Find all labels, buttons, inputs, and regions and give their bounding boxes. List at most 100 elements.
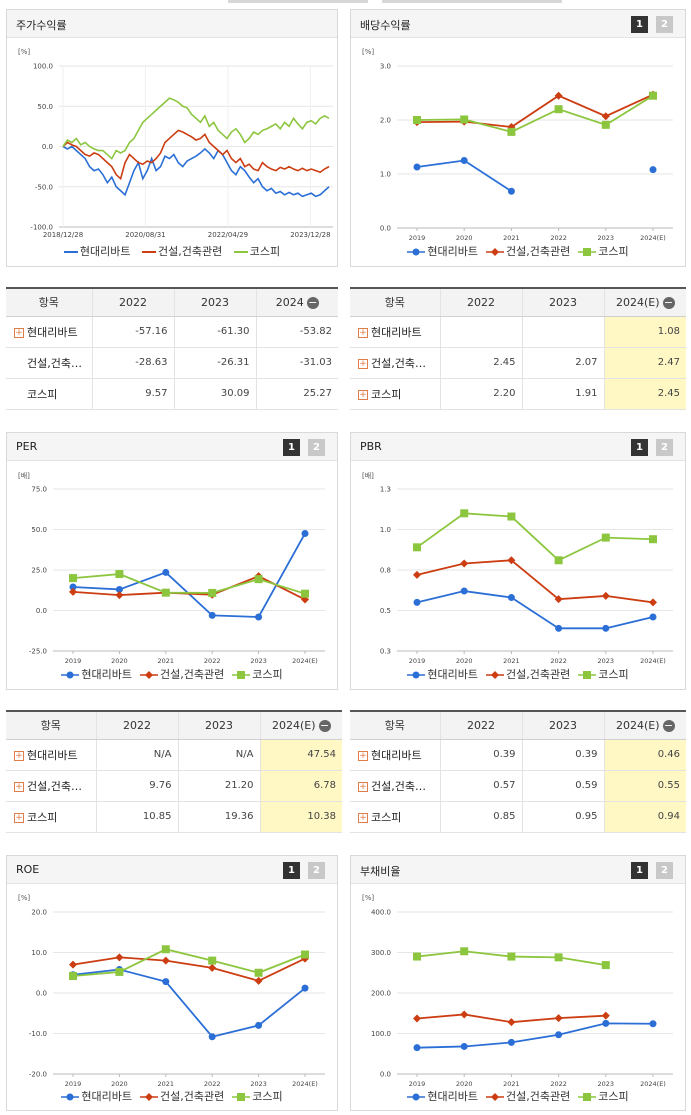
- row-label: + 코스피: [350, 378, 440, 410]
- table-header-cell: 2023: [521, 711, 604, 740]
- y-tick-label: 75.0: [31, 486, 47, 494]
- data-point: [161, 588, 170, 597]
- data-point: [115, 591, 124, 600]
- data-point: [649, 166, 657, 174]
- per-panel: PER 1 2 [배] 75.0 50.0 25.0 0.0 -25.0 2019 2020…: [6, 432, 338, 690]
- data-point: [507, 512, 516, 521]
- view-2-button[interactable]: 2: [656, 862, 673, 879]
- data-point: [554, 556, 563, 565]
- pbr-chart: 1.3 1.0 0.8 0.5 0.3 2019 2020 2021 2022 2023 2024(…: [380, 486, 673, 665]
- collapse-icon[interactable]: −: [662, 295, 675, 309]
- table-cell: 0.46: [603, 739, 686, 771]
- series-line-2: [62, 129, 330, 181]
- expand-icon[interactable]: +: [358, 750, 368, 761]
- table-row: + 코스피 10.85 19.36 10.38: [6, 801, 342, 833]
- dividend-yield-chart: 3.0 2.0 1.0 0.0 2019 2020 2021 2022 2023 2024(E): [380, 63, 673, 242]
- x-tick-label: 2020: [456, 1080, 473, 1088]
- data-point: [301, 984, 309, 992]
- table-cell: 2.45: [439, 347, 522, 379]
- y-tick-label: 2.0: [380, 117, 391, 125]
- data-point: [208, 611, 216, 619]
- x-tick-label: 2024(E): [292, 1080, 318, 1088]
- expand-icon[interactable]: +: [358, 358, 368, 369]
- series-1: [413, 587, 657, 632]
- series-line: [416, 94, 654, 133]
- row-label: + 건설,건축…: [350, 347, 440, 379]
- x-tick-label: 2019: [409, 234, 426, 242]
- view-1-button[interactable]: 1: [631, 16, 648, 33]
- x-tick-label: 2023/12/28: [290, 231, 330, 239]
- y-tick-label: 50.0: [37, 103, 53, 111]
- x-tick-label: 2022: [550, 1080, 567, 1088]
- expand-icon[interactable]: +: [14, 812, 24, 823]
- table-cell: 9.57: [91, 378, 174, 410]
- table-cell: -26.31: [173, 347, 256, 379]
- view-1-button[interactable]: 1: [631, 862, 648, 879]
- debt-ratio-panel: 부채비율 1 2 [%] 400.0 300.0 200.0 100.0 0.0 2019…: [350, 855, 686, 1111]
- legend-label: 코스피: [598, 1090, 629, 1103]
- y-tick-label: 0.0: [36, 990, 47, 998]
- legend-label: 건설,건축관련: [506, 1090, 571, 1103]
- expand-icon[interactable]: +: [358, 327, 368, 338]
- top-tab-stub: [382, 0, 562, 3]
- legend-label: 현대리바트: [427, 1090, 478, 1103]
- series-line: [72, 968, 306, 1038]
- table-cell: N/A: [177, 739, 260, 771]
- x-tick-label: 2023: [598, 657, 615, 665]
- expand-icon[interactable]: +: [358, 781, 368, 792]
- collapse-icon[interactable]: −: [306, 295, 319, 309]
- expand-icon[interactable]: +: [14, 781, 24, 792]
- table-header-cell: 2023: [521, 288, 604, 317]
- expand-icon[interactable]: +: [14, 750, 24, 761]
- view-2-button[interactable]: 2: [308, 862, 325, 879]
- table-cell: -28.63: [91, 347, 174, 379]
- data-point: [460, 1010, 469, 1019]
- view-2-button[interactable]: 2: [656, 16, 673, 33]
- data-point: [66, 671, 74, 679]
- expand-icon[interactable]: +: [358, 812, 368, 823]
- legend-item: 건설,건축관련: [140, 666, 224, 682]
- expand-icon[interactable]: +: [358, 389, 368, 400]
- data-point: [491, 671, 499, 679]
- collapse-icon[interactable]: −: [318, 718, 331, 732]
- panel-header: 주가수익률: [7, 10, 337, 38]
- x-tick-label: 2023: [598, 234, 615, 242]
- table-cell: [439, 316, 522, 348]
- view-2-button[interactable]: 2: [308, 439, 325, 456]
- x-tick-label: 2021: [158, 657, 175, 665]
- table-cell: 0.85: [439, 801, 522, 833]
- per-table: 항목 2022 2023 2024(E) − + 현대리바트 N/A N/A 47.54 + 건설,건…: [6, 710, 342, 833]
- view-1-button[interactable]: 1: [631, 439, 648, 456]
- panel-title: 주가수익률: [16, 19, 67, 32]
- panel-title: PBR: [360, 440, 382, 453]
- table-cell: 10.38: [259, 801, 342, 833]
- y-tick-label: 0.0: [42, 143, 53, 151]
- row-label: 건설,건축…: [6, 347, 92, 379]
- row-label: + 건설,건축…: [350, 770, 440, 802]
- data-point: [115, 953, 124, 962]
- view-2-button[interactable]: 2: [656, 439, 673, 456]
- collapse-icon[interactable]: −: [662, 718, 675, 732]
- data-point: [649, 91, 657, 100]
- data-point: [554, 953, 563, 962]
- x-tick-label: 2020: [456, 657, 473, 665]
- view-1-button[interactable]: 1: [283, 862, 300, 879]
- view-1-button[interactable]: 1: [283, 439, 300, 456]
- data-point: [601, 533, 610, 542]
- legend-item: 코스피: [578, 666, 629, 682]
- table-cell: 6.78: [259, 770, 342, 802]
- table-cell: 21.20: [177, 770, 260, 802]
- data-point: [649, 598, 657, 607]
- data-point: [460, 947, 469, 956]
- table-cell: 2.45: [603, 378, 686, 410]
- table-row: + 건설,건축… 0.57 0.59 0.55: [350, 770, 686, 802]
- expand-icon[interactable]: +: [14, 327, 24, 338]
- data-point: [413, 543, 421, 552]
- legend-item: 현대리바트: [61, 666, 132, 682]
- y-tick-label: 0.8: [380, 567, 391, 575]
- dividend-yield-panel: 배당수익률 1 2 [%] 3.0 2.0 1.0 0.0 2019 2020 2021 20…: [350, 9, 686, 267]
- chart-legend: 현대리바트 건설,건축관련 코스피: [7, 243, 337, 259]
- data-point: [413, 116, 421, 124]
- table-row: + 현대리바트 0.39 0.39 0.46: [350, 739, 686, 771]
- data-point: [66, 1093, 74, 1101]
